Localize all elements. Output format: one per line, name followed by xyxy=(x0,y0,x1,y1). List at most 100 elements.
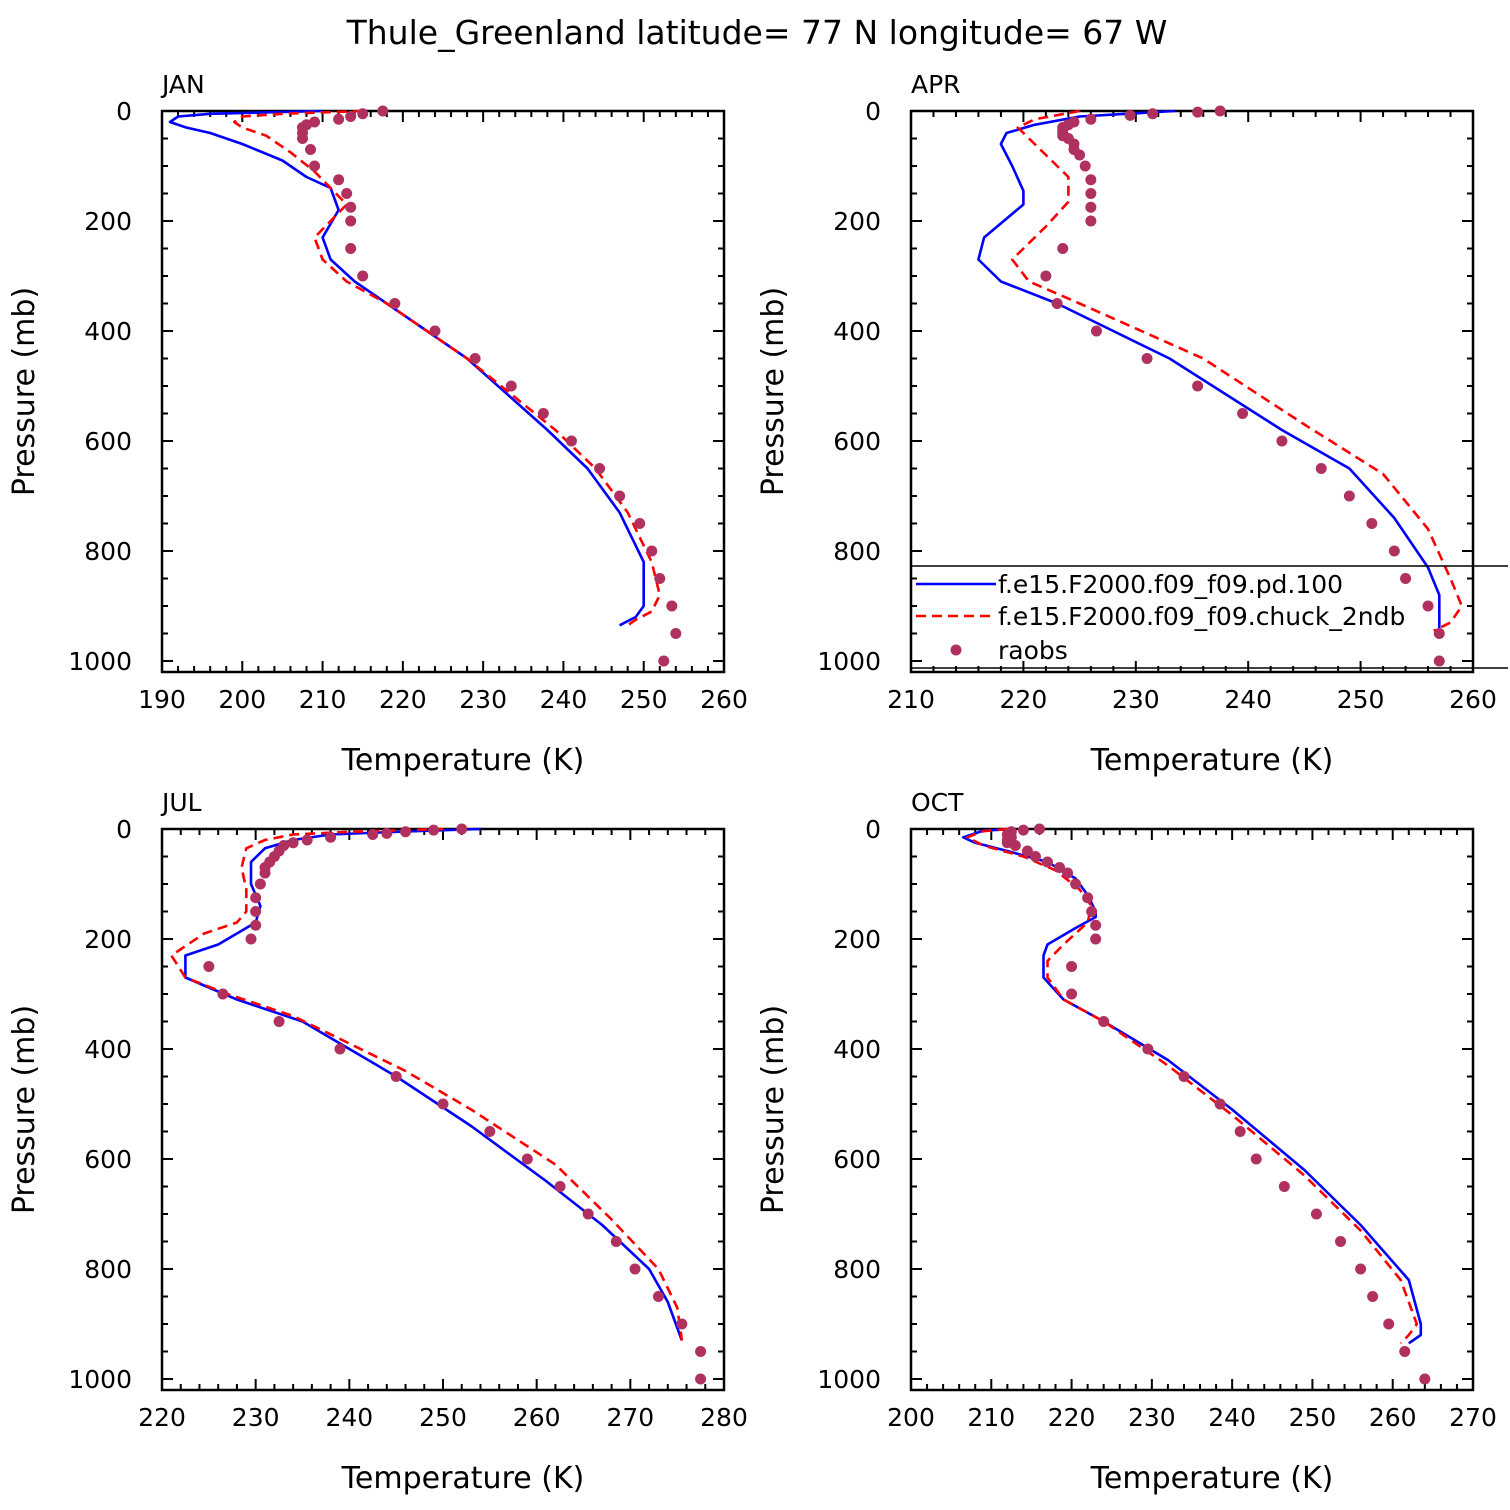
raobs-point xyxy=(333,174,345,186)
raobs-point xyxy=(250,919,262,931)
figure-title: Thule_Greenland latitude= 77 N longitude… xyxy=(346,13,1168,52)
raobs-point xyxy=(333,113,345,125)
raobs-point xyxy=(334,1043,346,1055)
x-axis-label: Temperature (K) xyxy=(341,1461,585,1496)
raobs-point xyxy=(695,1346,707,1357)
legend-marker-raobs xyxy=(950,644,962,656)
raobs-point xyxy=(1009,840,1021,851)
raobs-point xyxy=(1399,1346,1411,1357)
x-tick-label: 230 xyxy=(1112,685,1160,714)
raobs-point xyxy=(594,463,606,474)
x-tick-label: 260 xyxy=(1449,685,1497,714)
plot-frame xyxy=(909,109,1475,674)
raobs-point xyxy=(245,933,257,945)
raobs-point xyxy=(582,1208,594,1220)
y-tick-label: 200 xyxy=(833,207,881,236)
raobs-point xyxy=(273,1016,285,1027)
raobs-point xyxy=(345,243,357,254)
raobs-point xyxy=(565,435,577,447)
x-tick-label: 260 xyxy=(700,685,748,714)
raobs-point xyxy=(297,133,308,144)
raobs-point xyxy=(254,878,266,890)
raobs-point xyxy=(629,1263,641,1275)
raobs-point xyxy=(1085,174,1097,186)
raobs-point xyxy=(1098,1016,1110,1027)
raobs-point xyxy=(1085,201,1097,213)
raobs-point xyxy=(1250,1153,1262,1165)
raobs-point xyxy=(1090,325,1102,337)
y-tick-label: 400 xyxy=(833,317,881,346)
raobs-point xyxy=(1214,1098,1226,1110)
x-tick-label: 250 xyxy=(1289,1403,1337,1432)
panel-oct: OCT 200 210 220 230 240 250 260 270 0 200 400 600 800… xyxy=(756,788,1497,1496)
raobs-point xyxy=(1040,270,1052,282)
raobs-point xyxy=(1041,856,1053,868)
y-tick-label: 0 xyxy=(116,97,132,126)
raobs-point xyxy=(1054,862,1066,873)
raobs-point xyxy=(695,1373,707,1385)
panel-label: JAN xyxy=(160,70,205,99)
raobs-point xyxy=(1383,1318,1395,1330)
y-tick-label: 1000 xyxy=(817,1365,881,1394)
raobs-point xyxy=(1147,108,1159,120)
x-tick-label: 230 xyxy=(1128,1403,1176,1432)
series-line-chuck xyxy=(233,109,662,627)
series-group xyxy=(961,823,1431,1385)
legend-label-raobs: raobs xyxy=(998,636,1068,665)
panels: JAN 190 200 210 220 230 240 250 260 0 200 400 600 800… xyxy=(7,70,1508,1496)
raobs-point xyxy=(634,518,646,529)
raobs-point xyxy=(259,867,271,879)
raobs-point xyxy=(1051,298,1063,309)
y-tick-label: 0 xyxy=(116,815,132,844)
raobs-point xyxy=(1086,906,1098,917)
raobs-point xyxy=(345,201,357,213)
series-line-chuck xyxy=(170,827,684,1341)
raobs-point xyxy=(1422,600,1434,612)
raobs-point xyxy=(1310,1208,1322,1220)
raobs-point xyxy=(658,655,670,667)
y-tick-label: 800 xyxy=(833,537,881,566)
raobs-point xyxy=(1090,933,1102,945)
x-tick-label: 240 xyxy=(325,1403,373,1432)
raobs-point xyxy=(1066,961,1078,972)
x-tick-label: 270 xyxy=(606,1403,654,1432)
x-tick-label: 260 xyxy=(513,1403,561,1432)
raobs-point xyxy=(1433,655,1445,667)
x-tick-label: 280 xyxy=(700,1403,748,1432)
raobs-point xyxy=(1192,380,1204,392)
y-axis-label: Pressure (mb) xyxy=(7,287,42,496)
x-tick-label: 220 xyxy=(1048,1403,1096,1432)
raobs-point xyxy=(676,1318,688,1330)
raobs-point xyxy=(357,270,369,282)
panel-label: APR xyxy=(911,70,961,99)
raobs-point xyxy=(1090,919,1102,931)
raobs-point xyxy=(1400,573,1412,584)
series-line-pd100 xyxy=(961,827,1423,1345)
raobs-point xyxy=(521,1153,533,1165)
raobs-point xyxy=(1082,892,1094,904)
raobs-point xyxy=(381,827,393,839)
raobs-point xyxy=(377,105,389,117)
series-line-chuck xyxy=(1010,109,1464,632)
plot-frame xyxy=(160,109,726,674)
y-tick-label: 600 xyxy=(84,427,132,456)
y-tick-label: 400 xyxy=(84,317,132,346)
y-tick-label: 0 xyxy=(865,97,881,126)
raobs-point xyxy=(250,906,262,917)
y-tick-label: 600 xyxy=(84,1145,132,1174)
y-axis-label: Pressure (mb) xyxy=(756,287,791,496)
y-tick-label: 200 xyxy=(84,207,132,236)
raobs-point xyxy=(1057,243,1069,254)
raobs-point xyxy=(1079,160,1091,172)
raobs-point xyxy=(1178,1071,1190,1082)
y-tick-label: 600 xyxy=(833,427,881,456)
raobs-point xyxy=(614,490,626,502)
legend-label-chuck: f.e15.F2000.f09_f09.chuck_2ndb xyxy=(998,602,1405,631)
y-axis-label: Pressure (mb) xyxy=(756,1005,791,1214)
raobs-point xyxy=(1366,518,1378,529)
raobs-point xyxy=(345,215,357,227)
panel-jul: JUL 220 230 240 250 260 270 280 0 200 400 600 800 100… xyxy=(7,788,748,1496)
series-line-pd100 xyxy=(977,109,1441,628)
raobs-point xyxy=(400,826,412,838)
raobs-point xyxy=(1141,353,1153,364)
